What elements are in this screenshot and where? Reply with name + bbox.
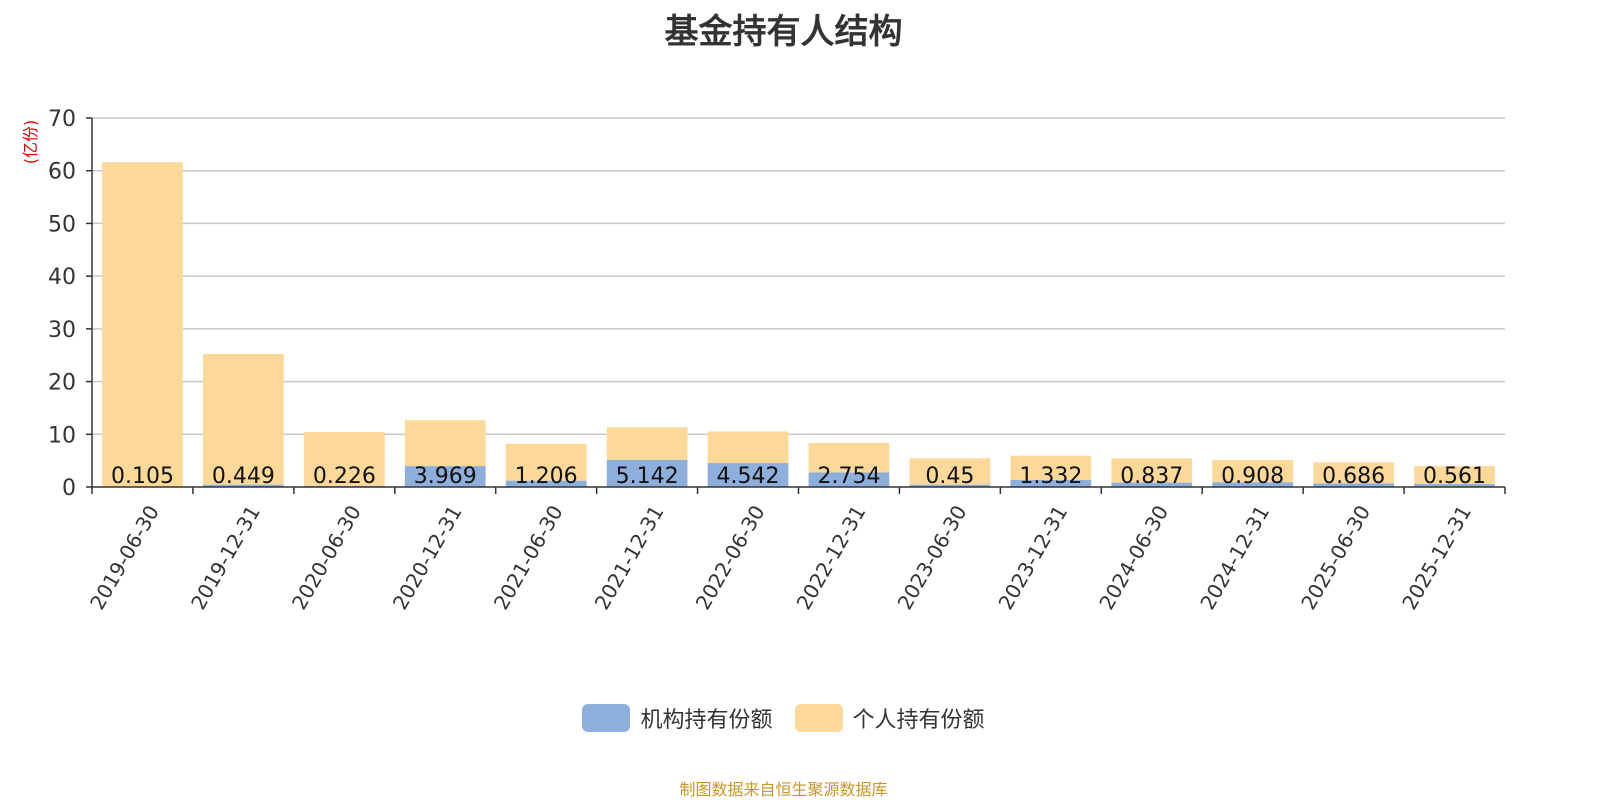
x-tick-label: 2022-12-31 (792, 501, 871, 614)
bar-individual[interactable] (1212, 460, 1294, 483)
bar-institutional[interactable] (203, 484, 284, 487)
data-label-institutional: 0.45 (925, 464, 974, 489)
bar-institutional[interactable] (404, 466, 486, 487)
x-tick-label: 2020-12-31 (388, 501, 467, 614)
x-tick-label: 2024-06-30 (1094, 501, 1173, 614)
legend-label-institutional: 机构持有份额 (640, 708, 773, 733)
bar-individual[interactable] (707, 431, 789, 464)
bar-institutional[interactable] (1111, 482, 1193, 487)
data-label-institutional: 0.226 (313, 464, 376, 489)
bar-institutional[interactable] (707, 463, 789, 487)
data-label-institutional: 0.449 (212, 464, 275, 489)
bar-individual[interactable] (606, 427, 688, 460)
chart-plot: 0.105 0.449 0.226 3.969 1.206 5.142 4.542 2.754… (21, 107, 1506, 614)
bars (102, 162, 1495, 487)
bar-individual[interactable] (909, 458, 991, 485)
legend-label-individual: 个人持有份额 (852, 708, 985, 733)
data-label-institutional: 5.142 (616, 464, 679, 489)
x-tick-label: 2021-12-31 (590, 501, 669, 614)
y-tick-label: 50 (48, 212, 76, 237)
data-label-institutional: 0.686 (1322, 464, 1385, 489)
data-label-institutional: 0.561 (1423, 464, 1486, 489)
y-tick-label: 60 (48, 160, 76, 185)
legend-swatch-individual (794, 704, 843, 732)
bar-institutional[interactable] (1414, 484, 1495, 487)
legend: 机构持有份额 个人持有份额 (0, 702, 1567, 734)
bar-individual[interactable] (1010, 455, 1092, 480)
bar-individual[interactable] (303, 432, 385, 486)
legend-item-institutional[interactable]: 机构持有份额 (582, 702, 773, 734)
bar-individual[interactable] (1414, 466, 1495, 485)
data-label-institutional: 1.332 (1019, 464, 1082, 489)
x-tick-label: 2020-06-30 (287, 501, 366, 614)
x-tick-label: 2023-12-31 (993, 501, 1072, 614)
bar-institutional[interactable] (505, 480, 587, 487)
bar-individual[interactable] (203, 353, 284, 485)
y-axis-label: (亿份) (21, 120, 40, 165)
x-tick-label: 2025-06-30 (1296, 501, 1375, 614)
bar-institutional[interactable] (909, 484, 991, 487)
bar-institutional[interactable] (1313, 483, 1394, 487)
x-tick-label: 2024-12-31 (1195, 501, 1274, 614)
x-tick-label: 2025-12-31 (1397, 501, 1476, 614)
bar-institutional[interactable] (1212, 482, 1294, 487)
source-footer: 制图数据来自恒生聚源数据库 (679, 780, 888, 799)
bar-individual[interactable] (102, 162, 183, 487)
data-label-institutional: 2.754 (817, 464, 880, 489)
y-tick-label: 40 (48, 265, 76, 290)
data-labels: 0.105 0.449 0.226 3.969 1.206 5.142 4.542 2.754… (111, 464, 1486, 489)
data-label-institutional: 0.908 (1221, 464, 1284, 489)
legend-swatch-institutional (582, 704, 631, 732)
y-tick-label: 30 (48, 318, 76, 343)
bar-individual[interactable] (1313, 462, 1394, 484)
bar-institutional[interactable] (1010, 479, 1092, 487)
data-label-institutional: 0.105 (111, 464, 174, 489)
x-tick-label: 2021-06-30 (489, 501, 568, 614)
bar-individual[interactable] (404, 420, 486, 467)
gridlines (92, 117, 1505, 436)
bar-institutional[interactable] (606, 459, 688, 487)
bar-individual[interactable] (1111, 458, 1193, 483)
data-label-institutional: 0.837 (1120, 464, 1183, 489)
x-tick-label: 2019-12-31 (186, 501, 265, 614)
y-tick-label: 70 (48, 107, 76, 132)
x-tick-label: 2023-06-30 (892, 501, 971, 614)
x-tick-label: 2022-06-30 (691, 501, 770, 614)
chart-title: 基金持有人结构 (664, 12, 903, 52)
y-tick-label: 10 (48, 423, 76, 448)
data-label-institutional: 3.969 (414, 464, 477, 489)
bar-individual[interactable] (505, 443, 587, 481)
legend-item-individual[interactable]: 个人持有份额 (794, 702, 985, 734)
data-label-institutional: 1.206 (515, 464, 578, 489)
bar-institutional[interactable] (808, 472, 890, 487)
x-tick-label: 2019-06-30 (85, 501, 164, 614)
y-tick-label: 0 (62, 476, 76, 501)
y-tick-label: 20 (48, 371, 76, 396)
bar-individual[interactable] (808, 442, 890, 473)
data-label-institutional: 4.542 (717, 464, 780, 489)
